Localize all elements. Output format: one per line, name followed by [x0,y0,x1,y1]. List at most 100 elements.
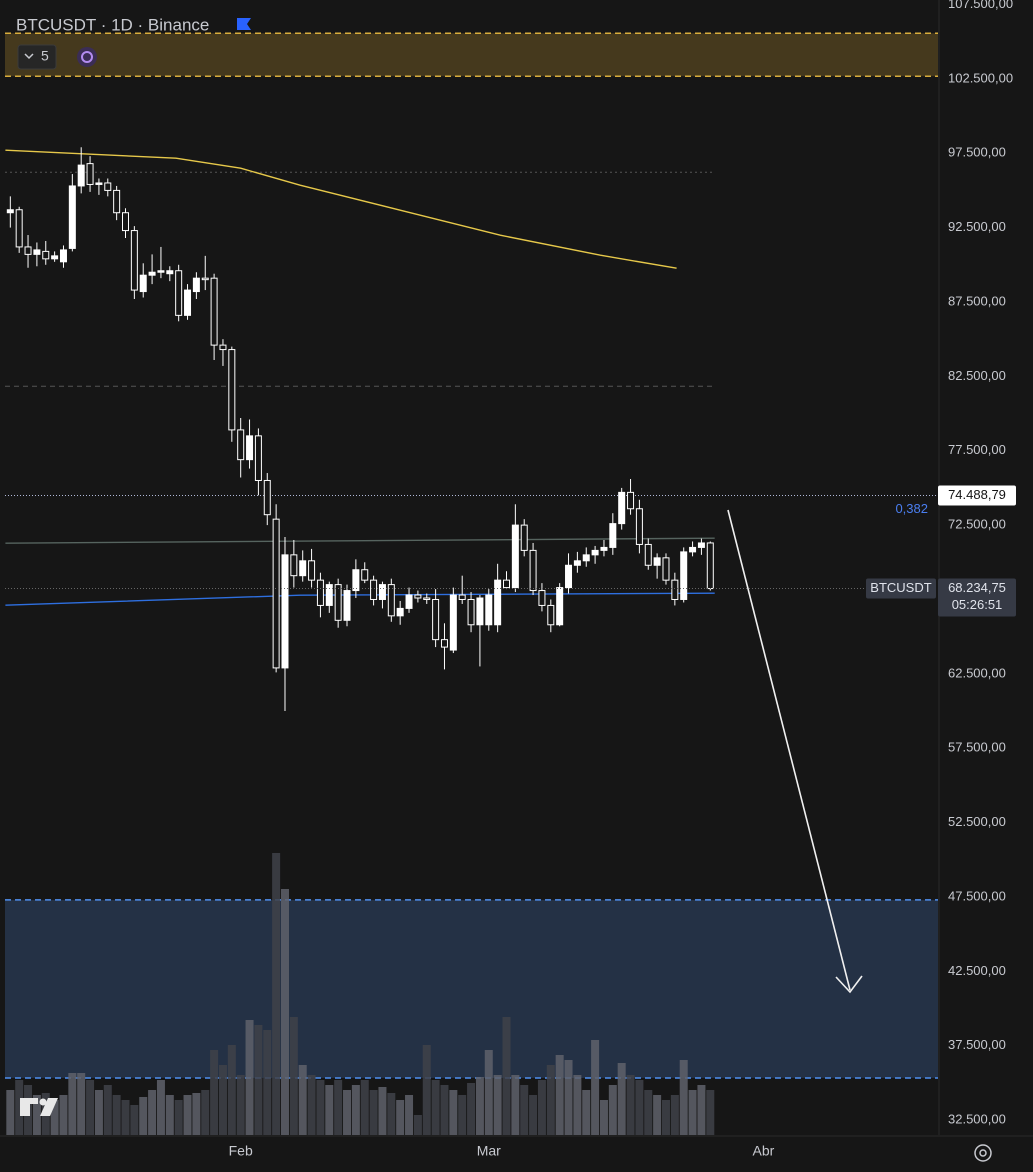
y-tick-label: 37.500,00 [948,1037,1006,1052]
candle-body [201,277,209,281]
candle-body [627,491,635,510]
y-tick-label: 107.500,00 [948,0,1013,11]
candle-body [458,594,466,600]
volume-bar [289,1017,298,1135]
settings-icon[interactable] [974,1144,992,1162]
y-tick-label: 92.500,00 [948,219,1006,234]
volume-bar [192,1093,201,1135]
volume-bar [351,1085,360,1135]
candle-body [680,551,688,600]
candle-body [609,523,617,548]
volume-bar [422,1045,431,1135]
flag-icon[interactable] [237,18,251,30]
candle-body [352,569,360,592]
candle-body [148,271,156,276]
candle-body [290,554,298,577]
volume-bar [112,1095,121,1135]
volume-bar [529,1095,538,1135]
volume-bar [661,1100,670,1135]
symbol-label: BTCUSDT [870,580,931,595]
candle-body [59,249,67,263]
y-tick-label: 82.500,00 [948,368,1006,383]
volume-bar [15,1080,24,1135]
candle-body [308,560,316,581]
volume-bar [431,1080,440,1135]
candle-body [51,255,59,260]
candle-body [113,189,121,214]
volume-bar [405,1095,414,1135]
volume-bar [156,1080,165,1135]
candle-body [343,590,351,621]
candle-body [697,542,705,548]
symbol-box [866,578,936,599]
volume-bar [316,1080,325,1135]
y-tick-label: 102.500,00 [948,70,1013,85]
candle-body [440,639,448,648]
candle-body [556,587,564,626]
candle-body [139,274,147,293]
volume-bar [511,1075,520,1135]
candle-body [68,185,76,249]
volume-bar [396,1100,405,1135]
candle-body [263,479,271,516]
volume-bar [413,1115,422,1135]
volume-bar [679,1060,688,1135]
volume-bar [555,1055,564,1135]
volume-bar [130,1105,139,1135]
last-price-label: 68.234,75 [948,580,1006,595]
volume-bar [343,1090,352,1135]
candle-body [423,597,431,600]
candle-body [122,212,130,232]
price-zone [5,899,938,1078]
candle-body [573,560,581,566]
indicator-count: 5 [41,48,49,64]
indicator-icon[interactable] [77,47,97,67]
volume-bar [564,1060,573,1135]
candle-body [42,250,50,260]
candle-body [449,594,457,651]
indicator-icon-inner [81,51,93,63]
candle-body [228,349,236,431]
volume-bar [6,1090,15,1135]
volume-bar [307,1075,316,1135]
candle-body [618,491,626,525]
candle-body [635,508,643,545]
candle-body [600,546,608,551]
volume-bar [210,1050,219,1135]
candle-body [361,569,369,581]
candle-body [33,249,41,255]
candle-body [387,584,395,617]
candle-body [529,549,537,592]
candle-body [281,554,289,669]
chevron-icon [24,53,34,60]
volume-bar [573,1075,582,1135]
volume-bar [201,1090,210,1135]
volume-bar [148,1090,157,1135]
candle-body [325,584,333,606]
indicator-toggle[interactable] [17,44,57,70]
countdown-label: 05:26:51 [952,597,1003,612]
volume-bar [50,1100,59,1135]
price-zone [5,33,938,77]
candle-body [662,557,670,581]
chart-title: BTCUSDT · 1D · Binance [16,15,209,34]
volume-bar [475,1077,484,1135]
volume-bar [440,1085,449,1135]
candle-body [246,435,254,461]
volume-bar [263,1030,272,1135]
y-tick-label: 77.500,00 [948,442,1006,457]
volume-bar [218,1065,227,1135]
y-tick-label: 87.500,00 [948,293,1006,308]
volume-bar [449,1090,458,1135]
candle-body [538,590,546,606]
volume-bar [484,1050,493,1135]
price-pane [5,147,938,712]
candle-body [184,289,192,316]
volume-bar [334,1080,343,1135]
volume-bar [32,1095,41,1135]
volume-bar [537,1080,546,1135]
volume-bar [183,1095,192,1135]
candle-body [77,164,85,187]
y-tick-label: 32.500,00 [948,1112,1006,1127]
volume-bar [706,1090,715,1135]
